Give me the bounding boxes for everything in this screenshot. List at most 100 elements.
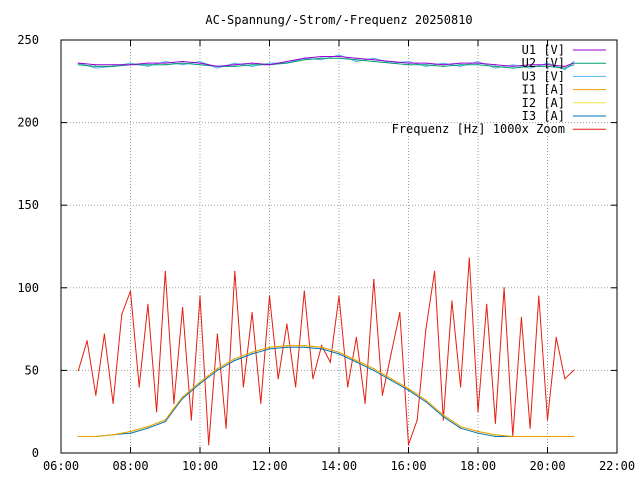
data-point (216, 65, 218, 67)
data-point (425, 328, 427, 330)
data-point (251, 353, 253, 355)
data-point (477, 411, 479, 413)
data-point (303, 345, 305, 347)
data-point (164, 270, 166, 272)
data-point (555, 336, 557, 338)
x-tick-label: 10:00 (182, 459, 218, 473)
data-point (268, 348, 271, 350)
data-point (268, 64, 271, 66)
data-point (477, 60, 479, 63)
legend-label: I1 [A] (522, 83, 565, 97)
data-point (416, 419, 418, 421)
data-point (468, 257, 470, 259)
data-point (112, 64, 114, 66)
data-point (512, 65, 514, 67)
data-point (425, 399, 427, 401)
data-point (199, 381, 201, 383)
series-0 (77, 55, 575, 67)
data-point (321, 55, 323, 58)
data-point (77, 369, 79, 371)
series-line (78, 54, 574, 71)
data-point (381, 394, 383, 396)
data-point (573, 435, 575, 438)
data-point (234, 270, 236, 272)
data-point (407, 389, 410, 391)
data-point (268, 62, 271, 64)
data-point (512, 64, 514, 66)
legend-label: I3 [A] (522, 109, 565, 123)
data-point (494, 65, 496, 67)
data-point (442, 419, 444, 421)
data-point (546, 435, 549, 438)
series-line (78, 56, 574, 67)
data-point (494, 422, 496, 424)
data-point (460, 386, 462, 388)
data-point (407, 388, 410, 390)
data-point (286, 345, 288, 347)
legend-label: U1 [V] (522, 43, 565, 57)
data-point (129, 64, 132, 66)
data-point (129, 432, 132, 434)
data-point (520, 316, 523, 319)
data-point (95, 64, 97, 66)
data-point (112, 434, 114, 436)
data-point (286, 323, 288, 325)
data-point (529, 427, 531, 429)
data-point (234, 358, 236, 360)
y-tick-label: 0 (32, 446, 39, 460)
y-tick-label: 200 (17, 116, 39, 130)
x-tick-label: 16:00 (390, 459, 426, 473)
x-tick-label: 20:00 (529, 459, 565, 473)
data-point (355, 57, 357, 59)
data-point (95, 67, 97, 69)
data-point (216, 333, 218, 335)
data-point (268, 295, 271, 297)
data-point (147, 427, 149, 429)
data-point (216, 368, 218, 370)
data-point (425, 65, 427, 67)
data-point (425, 401, 427, 403)
data-point (164, 60, 166, 63)
data-point (564, 69, 566, 71)
x-tick-label: 12:00 (251, 459, 287, 473)
data-point (573, 369, 575, 371)
data-point (529, 435, 531, 438)
data-point (329, 361, 331, 363)
data-point (512, 435, 514, 438)
data-point (373, 278, 375, 281)
data-point (425, 64, 427, 66)
data-point (364, 402, 366, 404)
data-point (355, 359, 357, 362)
data-point (407, 64, 410, 66)
data-point (390, 62, 392, 64)
data-point (338, 55, 340, 58)
x-tick-label: 14:00 (321, 459, 357, 473)
x-tick-label: 18:00 (460, 459, 496, 473)
data-point (77, 62, 79, 64)
data-point (477, 430, 479, 433)
data-point (564, 67, 566, 69)
data-point (164, 62, 166, 64)
data-point (529, 65, 531, 67)
y-tick-label: 50 (25, 363, 39, 377)
data-point (373, 60, 375, 63)
data-point (286, 62, 288, 64)
data-point (182, 62, 184, 64)
data-point (77, 435, 79, 438)
data-point (303, 59, 305, 61)
data-point (538, 295, 540, 297)
data-point (512, 67, 514, 69)
data-point (460, 427, 462, 429)
data-point (216, 67, 218, 69)
x-tick-label: 06:00 (43, 459, 79, 473)
data-point (234, 65, 236, 67)
data-point (338, 351, 340, 353)
data-point (573, 64, 575, 66)
data-point (129, 430, 132, 433)
data-point (95, 394, 97, 396)
data-point (529, 67, 531, 69)
data-point (460, 62, 462, 64)
data-point (494, 434, 496, 436)
data-point (529, 64, 531, 66)
data-point (129, 290, 132, 292)
